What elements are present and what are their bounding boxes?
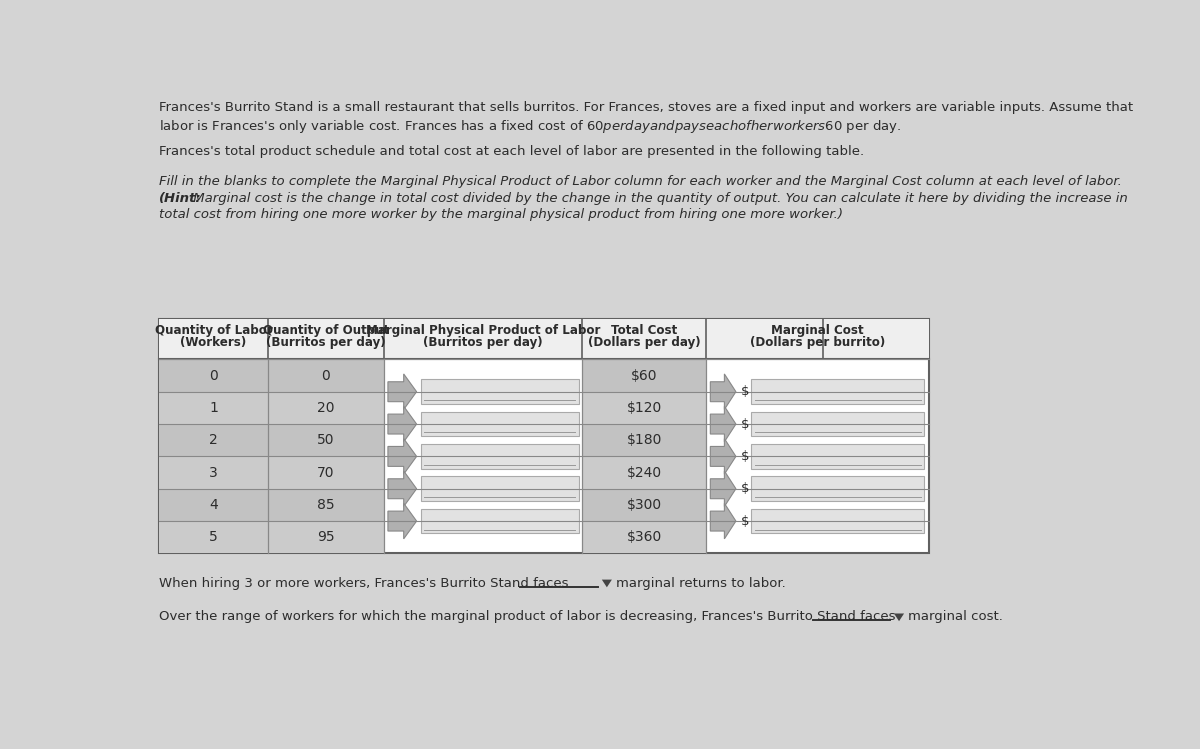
Text: marginal cost.: marginal cost.	[908, 610, 1003, 623]
Bar	[268, 360, 384, 392]
Bar	[582, 360, 707, 392]
Text: Quantity of Labor: Quantity of Labor	[155, 324, 272, 337]
Bar	[268, 424, 384, 456]
Text: Over the range of workers for which the marginal product of labor is decreasing,: Over the range of workers for which the …	[160, 610, 895, 623]
Text: Total Cost: Total Cost	[611, 324, 678, 337]
Bar	[751, 509, 924, 533]
Text: (Burritos per day): (Burritos per day)	[266, 336, 385, 349]
Polygon shape	[388, 439, 416, 474]
Bar	[160, 392, 268, 424]
Bar	[751, 444, 924, 469]
Text: 3: 3	[209, 466, 218, 479]
Text: (Dollars per burrito): (Dollars per burrito)	[750, 336, 886, 349]
Text: 70: 70	[317, 466, 335, 479]
Polygon shape	[710, 503, 736, 539]
Text: $300: $300	[626, 498, 662, 512]
Polygon shape	[710, 471, 736, 506]
Polygon shape	[602, 580, 612, 587]
Text: 4: 4	[209, 498, 218, 512]
Text: 85: 85	[317, 498, 335, 512]
Text: (Dollars per day): (Dollars per day)	[588, 336, 701, 349]
Bar	[268, 489, 384, 521]
Text: 1: 1	[209, 401, 218, 415]
Text: $: $	[740, 417, 749, 431]
Bar	[160, 319, 929, 360]
Text: Quantity of Output: Quantity of Output	[263, 324, 389, 337]
Polygon shape	[388, 503, 416, 539]
Bar	[268, 456, 384, 489]
Polygon shape	[388, 471, 416, 506]
Bar	[582, 521, 707, 554]
Polygon shape	[388, 406, 416, 442]
Bar	[268, 392, 384, 424]
Text: $: $	[740, 450, 749, 463]
Text: 50: 50	[317, 433, 335, 447]
Text: $360: $360	[626, 530, 662, 545]
Bar	[421, 412, 578, 437]
Text: 20: 20	[317, 401, 335, 415]
Polygon shape	[710, 406, 736, 442]
Bar	[160, 360, 268, 392]
Text: 95: 95	[317, 530, 335, 545]
Bar	[751, 412, 924, 437]
Text: $180: $180	[626, 433, 662, 447]
Text: (Hint:: (Hint:	[160, 192, 202, 204]
Text: $120: $120	[626, 401, 662, 415]
Polygon shape	[388, 374, 416, 410]
Text: $: $	[740, 482, 749, 495]
Bar	[421, 509, 578, 533]
Text: Fill in the blanks to complete the Marginal Physical Product of Labor column for: Fill in the blanks to complete the Margi…	[160, 175, 1122, 187]
Text: $: $	[740, 385, 749, 398]
Text: marginal returns to labor.: marginal returns to labor.	[616, 577, 786, 589]
Bar	[160, 319, 929, 554]
Text: Marginal Cost: Marginal Cost	[772, 324, 864, 337]
Text: 0: 0	[209, 369, 218, 383]
Bar	[160, 424, 268, 456]
Bar	[421, 444, 578, 469]
Bar	[582, 489, 707, 521]
Bar	[421, 476, 578, 501]
Text: total cost from hiring one more worker by the marginal physical product from hir: total cost from hiring one more worker b…	[160, 208, 844, 222]
Bar	[751, 380, 924, 404]
Text: $240: $240	[626, 466, 662, 479]
Text: Marginal Physical Product of Labor: Marginal Physical Product of Labor	[366, 324, 600, 337]
Bar	[751, 476, 924, 501]
Text: When hiring 3 or more workers, Frances's Burrito Stand faces: When hiring 3 or more workers, Frances's…	[160, 577, 569, 589]
Bar	[582, 424, 707, 456]
Text: Marginal cost is the change in total cost divided by the change in the quantity : Marginal cost is the change in total cos…	[188, 192, 1128, 204]
Polygon shape	[894, 613, 904, 621]
Text: $: $	[740, 515, 749, 527]
Text: $60: $60	[631, 369, 658, 383]
Text: (Workers): (Workers)	[180, 336, 247, 349]
Text: labor is Frances's only variable cost. Frances has a fixed cost of $60 per day a: labor is Frances's only variable cost. F…	[160, 118, 901, 135]
Bar	[268, 521, 384, 554]
Text: (Burritos per day): (Burritos per day)	[424, 336, 544, 349]
Text: 5: 5	[209, 530, 218, 545]
Text: 2: 2	[209, 433, 218, 447]
Text: 0: 0	[322, 369, 330, 383]
Bar	[582, 456, 707, 489]
Text: Frances's Burrito Stand is a small restaurant that sells burritos. For Frances, : Frances's Burrito Stand is a small resta…	[160, 100, 1134, 114]
Bar	[582, 392, 707, 424]
Polygon shape	[710, 439, 736, 474]
Bar	[160, 521, 268, 554]
Text: Frances's total product schedule and total cost at each level of labor are prese: Frances's total product schedule and tot…	[160, 145, 864, 158]
Polygon shape	[710, 374, 736, 410]
Bar	[160, 456, 268, 489]
Bar	[421, 380, 578, 404]
Bar	[160, 489, 268, 521]
